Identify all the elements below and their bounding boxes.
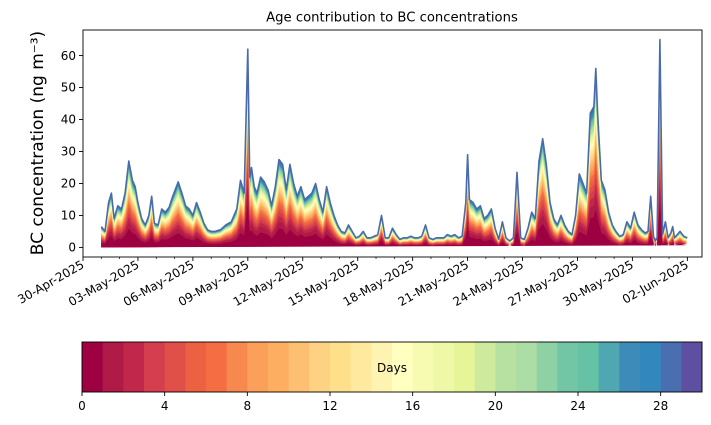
colorbar-cell-14 [371,342,393,392]
colorbar-cell-26 [619,342,641,392]
colorbar-frame [81,341,703,393]
colorbar-cell-23 [557,342,579,392]
colorbar-tick-label-24: 24 [570,399,585,413]
colorbar-tick-label-12: 12 [322,399,337,413]
colorbar-cell-24 [578,342,600,392]
y-tick-label-60: 60 [61,49,76,63]
colorbar-cell-28 [660,342,682,392]
colorbar-label: Days [377,361,407,375]
colorbar-tick-label-4: 4 [161,399,169,413]
colorbar-cell-27 [640,342,662,392]
colorbar-cell-22 [536,342,558,392]
colorbar-cell-6 [206,342,228,392]
colorbar-tick-label-16: 16 [405,399,420,413]
colorbar-cell-29 [681,342,703,392]
total-bc-line [100,38,688,242]
y-tick-label-10: 10 [61,209,76,223]
colorbar-cell-10 [288,342,310,392]
colorbar-cell-9 [268,342,290,392]
colorbar-cell-7 [226,342,248,392]
colorbar-tick-label-0: 0 [78,399,86,413]
colorbar-cell-20 [495,342,517,392]
colorbar-cell-21 [516,342,538,392]
colorbar-cell-1 [102,342,124,392]
colorbar-tick-label-20: 20 [488,399,503,413]
colorbar-cell-11 [309,342,331,392]
y-axis-label: BC concentration (ng m⁻³) [28,31,48,255]
colorbar-cell-15 [392,342,414,392]
y-tick-label-0: 0 [68,241,76,255]
colorbar-cell-0 [82,342,104,392]
y-tick-label-50: 50 [61,81,76,95]
colorbar-cell-8 [247,342,269,392]
colorbar-cell-4 [164,342,186,392]
age-band-day-0 [101,202,688,248]
y-tick-label-30: 30 [61,145,76,159]
colorbar-cell-3 [144,342,166,392]
age-bands [101,39,688,248]
y-tick-label-20: 20 [61,177,76,191]
colorbar-cell-17 [433,342,455,392]
colorbar-cell-25 [598,342,620,392]
colorbar-tick-label-8: 8 [244,399,252,413]
plot-frame [82,29,703,258]
colorbar-cell-5 [185,342,207,392]
colorbar-cell-13 [350,342,372,392]
colorbar-cell-12 [330,342,352,392]
colorbar-cell-18 [454,342,476,392]
colorbar-cell-19 [474,342,496,392]
colorbar-cell-2 [123,342,145,392]
colorbar-cell-16 [412,342,434,392]
y-tick-label-40: 40 [61,113,76,127]
colorbar-tick-label-28: 28 [653,399,668,413]
chart-title: Age contribution to BC concentrations [266,11,518,26]
